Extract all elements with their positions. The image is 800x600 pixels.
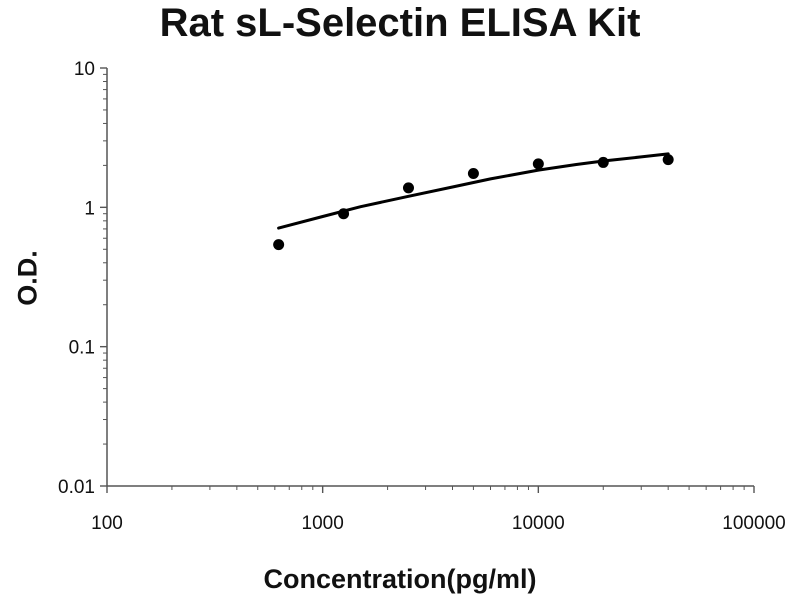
data-point: [597, 156, 609, 168]
data-point: [273, 239, 285, 251]
data-points: [273, 154, 674, 251]
y-axis-label: O.D.: [12, 250, 43, 306]
x-tick-label: 1000: [302, 513, 344, 534]
y-tick-label: 10: [74, 59, 95, 80]
chart-title: Rat sL-Selectin ELISA Kit: [159, 1, 641, 45]
axes: [100, 67, 755, 493]
data-point: [467, 167, 479, 179]
fit-curve-line: [277, 152, 670, 230]
data-point: [662, 154, 674, 166]
data-point: [402, 182, 414, 194]
fit-curve-layer: [277, 152, 670, 230]
y-tick-label: 1: [84, 198, 95, 219]
y-tick-label: 0.01: [58, 477, 95, 498]
x-axis-label: Concentration(pg/ml): [263, 564, 537, 594]
tick-labels: 0.01 0.1 1 10 100 1000 10000 100000: [58, 59, 786, 534]
data-point: [532, 158, 544, 170]
y-tick-label: 0.1: [69, 338, 95, 359]
x-tick-label: 100: [91, 513, 123, 534]
x-tick-label: 10000: [512, 513, 565, 534]
x-tick-label: 100000: [722, 513, 785, 534]
data-point: [338, 208, 350, 220]
